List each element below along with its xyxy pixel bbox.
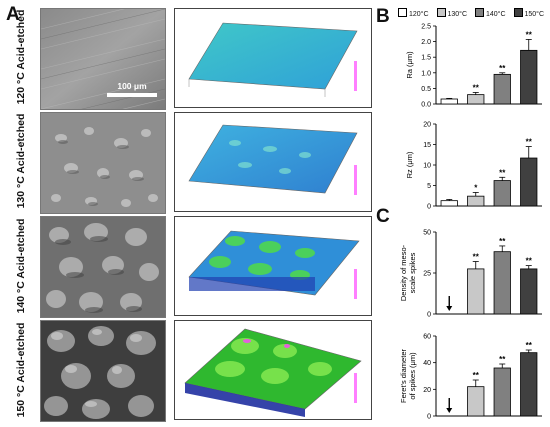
sem-image-150 bbox=[40, 320, 166, 422]
significance-mark: ** bbox=[526, 341, 533, 350]
absent-arrow-head bbox=[446, 306, 453, 311]
y-tick-label: 5 bbox=[427, 183, 431, 190]
bar bbox=[467, 386, 485, 417]
significance-mark: ** bbox=[473, 371, 480, 380]
y-axis-label: scale spikes bbox=[408, 252, 417, 293]
chart-density: 0 25 50 Density of meso-scale spikes ** ** ** bbox=[399, 230, 542, 319]
bar bbox=[440, 200, 458, 207]
topography-150 bbox=[174, 320, 372, 420]
y-tick-label: 15 bbox=[423, 142, 431, 149]
y-tick-label: 0.0 bbox=[421, 102, 431, 109]
y-tick-label: 40 bbox=[423, 360, 431, 367]
significance-mark: ** bbox=[526, 138, 533, 147]
row-label-130: 130 °C Acid-etched bbox=[15, 113, 27, 209]
bar bbox=[467, 195, 485, 207]
row-label-120: 120 °C Acid-etched bbox=[15, 9, 27, 105]
y-tick-label: 60 bbox=[423, 334, 431, 341]
significance-mark: ** bbox=[473, 253, 480, 262]
bar bbox=[467, 268, 485, 315]
legend-swatch-130 bbox=[436, 8, 446, 17]
significance-mark: ** bbox=[499, 355, 506, 364]
absent-arrow-head bbox=[446, 408, 453, 413]
bar bbox=[520, 268, 538, 315]
bar bbox=[467, 94, 485, 105]
legend: 120°C 130°C 140°C 150°C bbox=[398, 8, 550, 18]
scale-bar-label: 100 μm bbox=[117, 81, 147, 91]
y-axis-label: of spikes (μm) bbox=[408, 352, 417, 400]
chart-feret: 0 20 40 60 Feret's diameter of spikes (μm) ** *… bbox=[399, 334, 542, 421]
y-tick-label: 25 bbox=[423, 271, 431, 278]
bar bbox=[520, 352, 538, 417]
significance-mark: ** bbox=[499, 64, 506, 73]
bar bbox=[493, 180, 511, 207]
y-tick-label: 1.5 bbox=[421, 55, 431, 62]
significance-mark: ** bbox=[526, 257, 533, 266]
y-tick-label: 10 bbox=[423, 163, 431, 170]
bar bbox=[520, 49, 538, 105]
row-label-150: 150 °C Acid-etched bbox=[15, 322, 27, 418]
legend-swatch-150 bbox=[513, 8, 523, 17]
bar bbox=[493, 73, 511, 105]
sem-image-120: 100 μm bbox=[40, 8, 166, 110]
y-tick-label: 20 bbox=[423, 122, 431, 129]
legend-item: 150°C bbox=[513, 8, 544, 18]
bar bbox=[440, 98, 458, 105]
y-axis-label: Density of meso- bbox=[399, 244, 408, 301]
topography-140 bbox=[174, 216, 372, 316]
y-tick-label: 1.0 bbox=[421, 70, 431, 77]
y-tick-label: 0 bbox=[427, 204, 431, 211]
significance-mark: * bbox=[474, 183, 478, 192]
sem-image-140 bbox=[40, 216, 166, 318]
y-tick-label: 20 bbox=[423, 387, 431, 394]
topography-130 bbox=[174, 112, 372, 212]
bar bbox=[520, 157, 538, 207]
y-axis-label: Feret's diameter bbox=[399, 349, 408, 403]
legend-swatch-120 bbox=[398, 8, 407, 17]
significance-mark: ** bbox=[499, 168, 506, 177]
legend-item: 140°C bbox=[475, 8, 506, 18]
y-tick-label: 50 bbox=[423, 230, 431, 237]
y-axis-label: Ra (μm) bbox=[405, 51, 414, 79]
row-label-140: 140 °C Acid-etched bbox=[15, 218, 27, 314]
y-axis-label: Rz (μm) bbox=[405, 151, 414, 178]
significance-mark: ** bbox=[473, 83, 480, 92]
significance-mark: ** bbox=[499, 237, 506, 246]
bar bbox=[493, 251, 511, 315]
panel-a-label: A bbox=[6, 4, 20, 25]
panel-c-label: C bbox=[376, 206, 390, 227]
y-tick-label: 0 bbox=[427, 312, 431, 319]
chart-ra: 0.0 0.5 1.0 1.5 2.0 2.5 Ra (μm) ** ** ** bbox=[405, 24, 542, 109]
y-tick-label: 2.5 bbox=[421, 24, 431, 31]
y-tick-label: 0.5 bbox=[421, 86, 431, 93]
y-tick-label: 0 bbox=[427, 414, 431, 421]
y-tick-label: 2.0 bbox=[421, 39, 431, 46]
bar bbox=[493, 367, 511, 417]
panel-b-label: B bbox=[376, 6, 390, 27]
legend-swatch-140 bbox=[475, 8, 484, 17]
legend-item: 120°C bbox=[398, 8, 429, 18]
topography-120 bbox=[174, 8, 372, 108]
legend-item: 130°C bbox=[436, 8, 467, 18]
significance-mark: ** bbox=[526, 30, 533, 39]
sem-image-130 bbox=[40, 112, 166, 214]
scale-bar bbox=[107, 93, 157, 97]
